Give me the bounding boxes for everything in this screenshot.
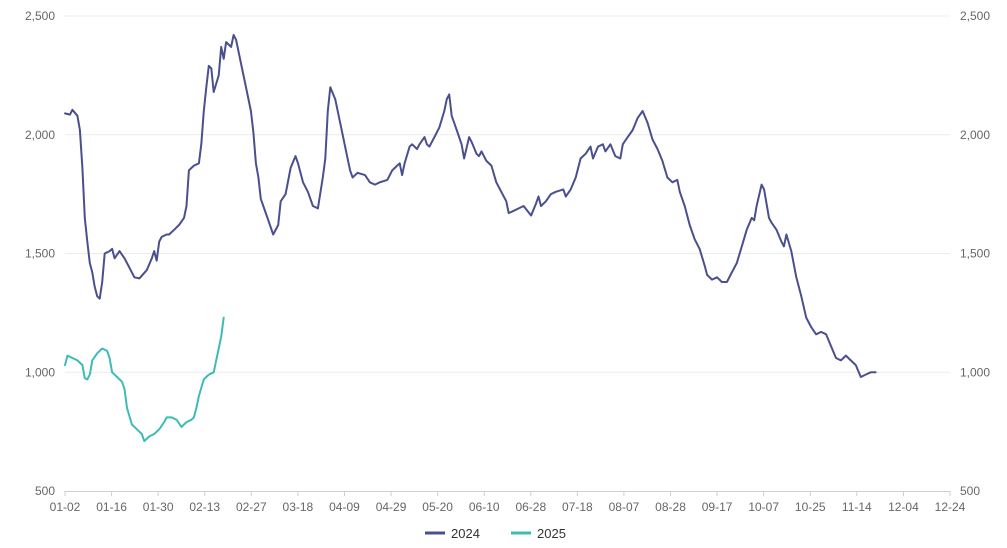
x-tick-label: 12-24	[935, 500, 966, 514]
x-tick-label: 09-17	[702, 500, 733, 514]
legend-item-2024[interactable]: 2024	[425, 526, 480, 541]
y-tick-label-left: 500	[35, 484, 55, 498]
x-tick-label: 03-18	[283, 500, 314, 514]
y-tick-label-right: 2,000	[960, 128, 990, 142]
series-lines	[64, 34, 877, 443]
x-tick-label: 10-25	[795, 500, 826, 514]
x-tick-label: 11-14	[842, 500, 872, 514]
axes: 500 500 1,000 1,000 1,500 1,500 2,000 2,000 2,50…	[25, 9, 990, 514]
series-line-2025[interactable]	[64, 316, 225, 443]
legend-label-2025: 2025	[537, 526, 566, 541]
y-tick-label-right: 1,000	[960, 365, 990, 379]
y-tick-label-left: 2,500	[25, 9, 55, 23]
x-tick-label: 05-20	[422, 500, 453, 514]
x-tick-label: 07-18	[562, 500, 593, 514]
x-tick-label: 12-04	[888, 500, 919, 514]
legend[interactable]: 2024 2025	[425, 526, 566, 541]
y-tick-label-left: 1,500	[25, 247, 55, 261]
x-tick-label: 08-28	[655, 500, 686, 514]
x-tick-label: 01-16	[96, 500, 127, 514]
x-tick-label: 02-13	[189, 500, 220, 514]
x-tick-label: 06-28	[515, 500, 546, 514]
x-tick-label: 10-07	[748, 500, 779, 514]
x-tick-label: 08-07	[609, 500, 640, 514]
y-tick-label-right: 1,500	[960, 247, 990, 261]
x-tick-label: 04-09	[329, 500, 360, 514]
x-tick-label: 04-29	[376, 500, 407, 514]
y-tick-label-right: 2,500	[960, 9, 990, 23]
y-tick-label-right: 500	[960, 484, 980, 498]
x-tick-label: 02-27	[236, 500, 267, 514]
y-tick-label-left: 2,000	[25, 128, 55, 142]
x-tick-label: 01-30	[143, 500, 174, 514]
legend-label-2024: 2024	[451, 526, 480, 541]
legend-item-2025[interactable]: 2025	[511, 526, 566, 541]
x-tick-label: 01-02	[50, 500, 81, 514]
series-line-2024[interactable]	[64, 34, 877, 378]
y-tick-label-left: 1,000	[25, 365, 55, 379]
gridlines	[65, 15, 950, 373]
x-tick-label: 06-10	[469, 500, 500, 514]
